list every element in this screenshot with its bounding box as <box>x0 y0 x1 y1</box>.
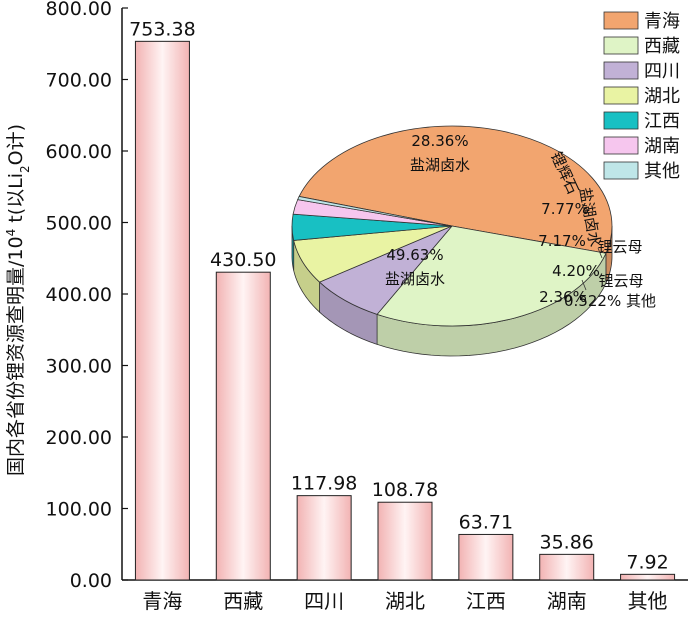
pie-label-江西: 4.20% <box>552 262 600 280</box>
bar-value-label: 753.38 <box>129 18 195 40</box>
bar-chart: 0.00 100.00 200.00 300.00 400.00 500.00 600.00… <box>4 0 688 613</box>
y-tick-label: 0.00 <box>70 570 112 592</box>
bar-湖南 <box>539 553 595 581</box>
x-category-label: 青海 <box>142 589 182 613</box>
x-category-label: 其他 <box>628 589 668 613</box>
pie-sublabel-湖南: 锂云母 <box>598 272 643 290</box>
bar-value-label: 108.78 <box>372 479 438 501</box>
legend-swatch-湖南 <box>603 136 639 155</box>
x-category-label: 西藏 <box>223 589 263 613</box>
pie-chart: 49.63%盐湖卤水28.36%盐湖卤水7.77%锂辉石7.17%盐湖卤水4.2… <box>291 125 656 357</box>
legend-swatch-湖北 <box>603 86 639 105</box>
y-tick-label: 200.00 <box>46 427 112 449</box>
bar-西藏 <box>215 271 271 581</box>
y-tick-label: 500.00 <box>46 213 112 235</box>
x-category-label: 江西 <box>466 589 506 613</box>
bar-value-label: 430.50 <box>210 249 276 271</box>
legend-label-江西: 江西 <box>644 111 680 132</box>
pie-sublabel-西藏: 盐湖卤水 <box>410 156 470 174</box>
y-tick-label: 100.00 <box>46 499 112 521</box>
legend-label-青海: 青海 <box>644 11 680 32</box>
pie-slice-其他 <box>297 195 453 227</box>
pie-label-湖南: 2.36% <box>539 288 587 306</box>
legend-swatch-江西 <box>603 111 639 130</box>
x-category-label: 湖北 <box>385 589 425 613</box>
bar-value-label: 35.86 <box>540 531 594 553</box>
legend-label-湖北: 湖北 <box>644 86 680 107</box>
y-tick-label: 300.00 <box>46 356 112 378</box>
legend-swatch-其他 <box>603 161 639 180</box>
pie-slice-西藏 <box>376 225 607 327</box>
bar-青海 <box>134 40 190 581</box>
pie-label-湖北: 7.17% <box>538 232 586 250</box>
pie-slice-青海 <box>298 125 613 254</box>
pie-label-西藏: 28.36% <box>411 132 468 150</box>
pie-sublabel-青海: 盐湖卤水 <box>385 270 445 288</box>
bar-value-label: 63.71 <box>459 511 513 533</box>
bar-湖北 <box>377 501 433 581</box>
pie-label-四川: 7.77% <box>541 200 589 218</box>
y-tick-label: 700.00 <box>46 70 112 92</box>
legend-label-西藏: 西藏 <box>644 36 680 57</box>
bar-value-label: 7.92 <box>626 551 668 573</box>
x-category-label: 湖南 <box>547 589 587 613</box>
pie-sublabel-江西: 锂云母 <box>597 238 642 256</box>
bar-江西 <box>458 533 514 581</box>
y-tick-label: 600.00 <box>46 141 112 163</box>
leader-line <box>597 247 603 259</box>
x-category-label: 四川 <box>304 589 344 613</box>
bar-其他 <box>620 573 676 581</box>
legend-label-其他: 其他 <box>644 161 680 182</box>
legend-swatch-西藏 <box>603 36 639 55</box>
pie-label-青海: 49.63% <box>386 246 443 264</box>
legend-swatch-青海 <box>603 11 639 30</box>
y-axis-label: 国内各省份锂资源查明量/104 t(以Li2O计) <box>4 124 32 476</box>
bar-value-label: 117.98 <box>291 473 357 495</box>
y-tick-label: 800.00 <box>46 0 112 20</box>
y-tick-label: 400.00 <box>46 284 112 306</box>
legend-label-湖南: 湖南 <box>644 136 680 157</box>
leader-line <box>581 279 587 291</box>
legend-label-四川: 四川 <box>644 61 680 82</box>
pie-label-其他: 0.522% 其他 <box>564 292 656 310</box>
legend-swatch-四川 <box>603 61 639 80</box>
bar-四川 <box>296 495 352 581</box>
